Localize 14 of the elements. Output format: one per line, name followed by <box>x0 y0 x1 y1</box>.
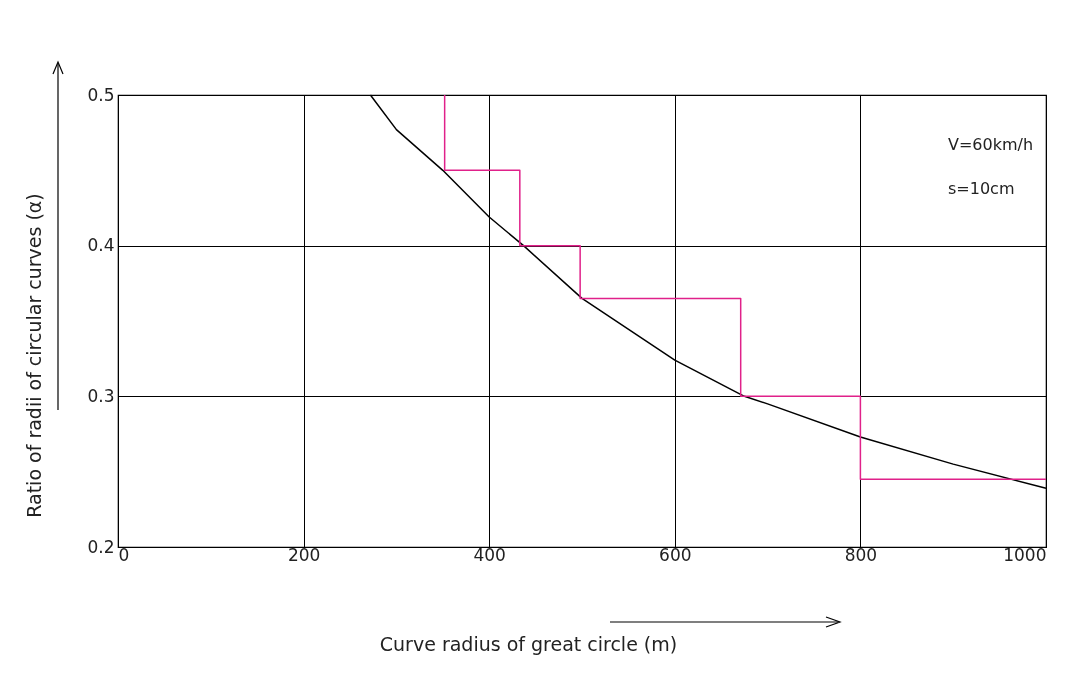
annotation: V=60km/h <box>948 135 1034 154</box>
x-tick-label: 800 <box>844 544 878 565</box>
x-tick-label: 1000 <box>1003 544 1047 565</box>
x-tick-label: 400 <box>473 544 506 565</box>
y-tick-label: 0.5 <box>87 84 115 105</box>
x-axis-title: Curve radius of great circle (m) <box>379 632 678 655</box>
y-axis-title: Ratio of radii of circular curves (α) <box>23 193 46 518</box>
x-tick-label: 600 <box>659 544 692 565</box>
y-tick-label: 0.3 <box>87 385 115 406</box>
y-tick-label: 0.2 <box>87 536 115 557</box>
y-tick-label: 0.4 <box>87 235 115 256</box>
annotation: s=10cm <box>948 179 1015 198</box>
x-tick-label: 0 <box>118 544 130 565</box>
x-tick-label: 200 <box>287 544 321 565</box>
